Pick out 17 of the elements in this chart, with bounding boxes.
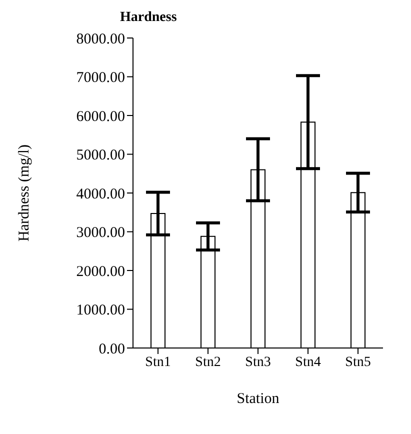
y-tick-label: 3000.00	[76, 225, 125, 242]
y-tick-label: 5000.00	[76, 148, 125, 164]
x-tick-label: Stn1	[145, 354, 171, 370]
y-tick-label: 2000.00	[76, 264, 125, 280]
y-axis-title: Hardness (mg/l)	[16, 144, 32, 242]
y-tick-label: 7000.00	[76, 70, 125, 86]
x-tick-label: Stn3	[245, 354, 271, 370]
y-tick-label: 8000.00	[76, 31, 125, 48]
x-axis-title: Station	[236, 391, 280, 407]
y-tick-label: 4000.00	[76, 186, 125, 202]
y-tick-label: 0.00	[98, 341, 125, 358]
x-tick-label: Stn2	[195, 354, 221, 370]
x-tick-label: Stn5	[345, 354, 371, 370]
x-tick-label: Stn4	[295, 354, 321, 370]
y-tick-label: 1000.00	[76, 302, 125, 319]
chart-title: Hardness	[120, 10, 178, 26]
y-tick-label: 6000.00	[76, 108, 125, 125]
